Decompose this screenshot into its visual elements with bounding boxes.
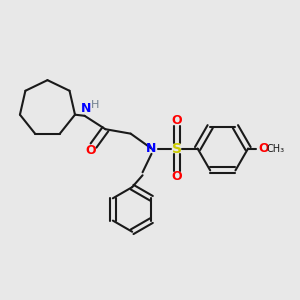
Text: H: H <box>91 100 99 110</box>
Text: O: O <box>258 142 268 155</box>
Text: CH₃: CH₃ <box>266 143 284 154</box>
Text: O: O <box>171 114 182 127</box>
Text: O: O <box>171 170 182 183</box>
Text: N: N <box>81 102 91 115</box>
Text: N: N <box>146 142 157 155</box>
Text: S: S <box>172 142 182 155</box>
Text: O: O <box>85 143 96 157</box>
